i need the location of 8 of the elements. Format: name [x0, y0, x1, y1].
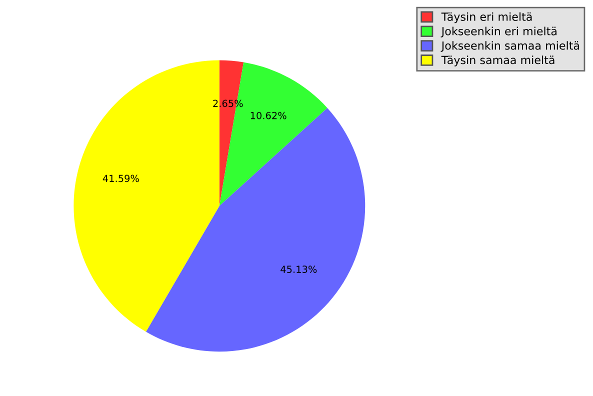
data-label: 41.59% — [102, 174, 139, 182]
data-label: 45.13% — [280, 266, 317, 273]
legend-label: Täysin samaa mieltä — [441, 56, 554, 66]
legend-label: Täysin eri mieltä — [441, 12, 532, 24]
legend-label: Jokseenkin eri mieltä — [440, 26, 556, 38]
legend-label: Jokseenkin samaa mieltä — [440, 41, 580, 52]
data-label: 10.62% — [250, 112, 286, 120]
pie-slice — [146, 108, 366, 352]
